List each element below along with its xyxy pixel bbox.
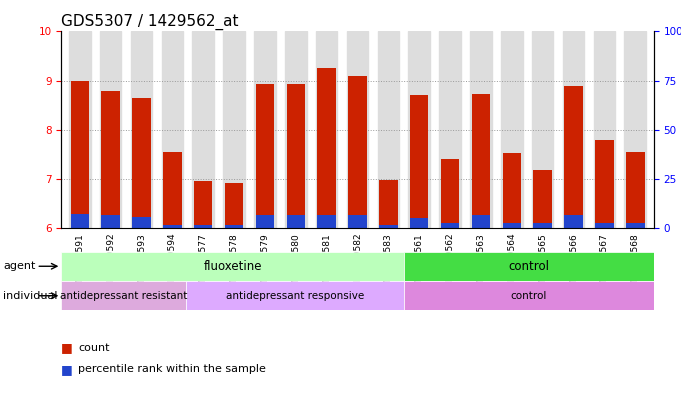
Bar xyxy=(441,223,460,228)
Bar xyxy=(595,223,614,228)
Bar xyxy=(317,215,336,228)
Bar xyxy=(410,218,428,228)
Bar xyxy=(316,31,338,228)
Text: ■: ■ xyxy=(61,363,73,376)
Bar xyxy=(472,94,490,228)
Bar xyxy=(595,140,614,228)
Bar xyxy=(377,31,399,228)
Text: antidepressant responsive: antidepressant responsive xyxy=(226,291,364,301)
Text: individual: individual xyxy=(3,291,58,301)
Bar xyxy=(225,224,243,228)
Bar xyxy=(410,95,428,228)
Bar xyxy=(223,31,245,228)
Bar xyxy=(132,98,151,228)
Bar xyxy=(379,180,398,228)
Bar xyxy=(533,170,552,228)
Bar xyxy=(472,215,490,228)
Bar xyxy=(194,181,212,228)
Text: percentile rank within the sample: percentile rank within the sample xyxy=(78,364,266,375)
Bar xyxy=(61,252,405,281)
Bar xyxy=(626,223,644,228)
Text: ■: ■ xyxy=(61,341,73,354)
Bar xyxy=(533,223,552,228)
Bar xyxy=(626,152,644,228)
Bar xyxy=(61,281,186,310)
Bar xyxy=(441,159,460,228)
Bar xyxy=(254,31,276,228)
Text: count: count xyxy=(78,343,110,353)
Bar xyxy=(101,92,120,228)
Bar xyxy=(405,252,654,281)
Bar xyxy=(225,183,243,228)
Bar xyxy=(565,86,583,228)
Bar xyxy=(348,75,367,228)
Text: control: control xyxy=(511,291,548,301)
Bar xyxy=(439,31,461,228)
Bar xyxy=(470,31,492,228)
Bar xyxy=(501,31,522,228)
Text: agent: agent xyxy=(3,261,36,271)
Bar xyxy=(532,31,554,228)
Bar xyxy=(503,153,521,228)
Bar xyxy=(594,31,615,228)
Bar xyxy=(131,31,153,228)
Bar xyxy=(161,31,183,228)
Bar xyxy=(71,214,89,228)
Bar xyxy=(285,31,306,228)
Bar xyxy=(163,152,182,228)
Bar xyxy=(348,215,367,228)
Bar xyxy=(163,224,182,228)
Bar xyxy=(287,84,305,228)
Bar xyxy=(317,68,336,228)
Bar xyxy=(100,31,121,228)
Bar xyxy=(565,215,583,228)
Bar xyxy=(409,31,430,228)
Bar xyxy=(379,224,398,228)
Bar xyxy=(503,223,521,228)
Bar xyxy=(624,31,646,228)
Text: fluoxetine: fluoxetine xyxy=(204,260,262,273)
Bar xyxy=(405,281,654,310)
Bar xyxy=(193,31,214,228)
Bar xyxy=(563,31,584,228)
Bar xyxy=(186,281,405,310)
Bar xyxy=(194,224,212,228)
Bar xyxy=(287,215,305,228)
Bar xyxy=(255,84,274,228)
Bar xyxy=(69,31,91,228)
Text: control: control xyxy=(509,260,550,273)
Bar xyxy=(71,81,89,228)
Bar xyxy=(255,215,274,228)
Text: GDS5307 / 1429562_at: GDS5307 / 1429562_at xyxy=(61,14,239,30)
Bar xyxy=(347,31,368,228)
Bar xyxy=(132,217,151,228)
Text: antidepressant resistant: antidepressant resistant xyxy=(60,291,187,301)
Bar xyxy=(101,215,120,228)
